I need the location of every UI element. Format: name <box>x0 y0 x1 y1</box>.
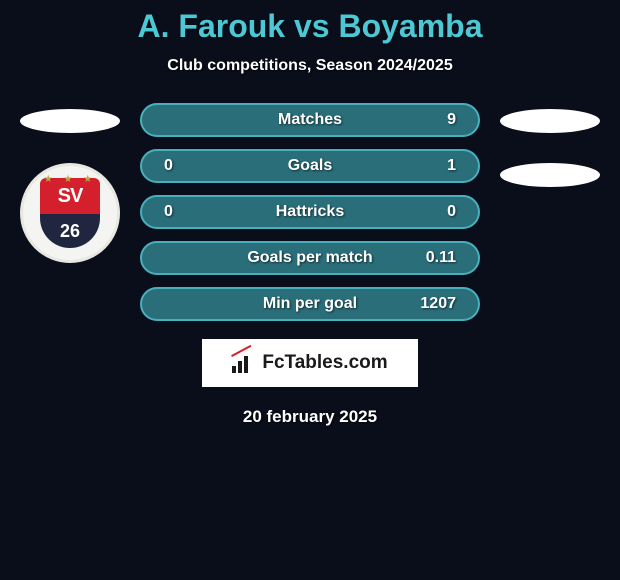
card: A. Farouk vs Boyamba Club competitions, … <box>0 0 620 427</box>
crest-stars-icon: ★ ★ ★ <box>40 174 100 185</box>
stat-row-goals: 0 Goals 1 <box>140 149 480 183</box>
stat-row-goals-per-match: Goals per match 0.11 <box>140 241 480 275</box>
player-photo-placeholder <box>500 109 600 133</box>
right-column <box>500 103 600 187</box>
club-crest: ★ ★ ★ SV 26 <box>20 163 120 263</box>
stat-label: Hattricks <box>142 203 478 221</box>
stat-label: Goals <box>142 157 478 175</box>
page-title: A. Farouk vs Boyamba <box>0 8 620 45</box>
date-text: 20 february 2025 <box>0 407 620 427</box>
stat-label: Goals per match <box>142 249 478 267</box>
player-photo-placeholder <box>20 109 120 133</box>
stat-label: Min per goal <box>142 295 478 313</box>
subtitle: Club competitions, Season 2024/2025 <box>0 57 620 75</box>
stat-label: Matches <box>142 111 478 129</box>
crest-bottom-text: 26 <box>40 214 100 248</box>
left-column: ★ ★ ★ SV 26 <box>20 103 120 263</box>
stat-row-hattricks: 0 Hattricks 0 <box>140 195 480 229</box>
brand-text: FcTables.com <box>262 352 387 374</box>
brand-badge: FcTables.com <box>202 339 418 387</box>
club-crest-placeholder <box>500 163 600 187</box>
stat-row-matches: Matches 9 <box>140 103 480 137</box>
stats-column: Matches 9 0 Goals 1 0 Hattricks 0 Goals … <box>140 103 480 321</box>
stat-row-min-per-goal: Min per goal 1207 <box>140 287 480 321</box>
brand-chart-icon <box>232 353 256 373</box>
content-row: ★ ★ ★ SV 26 Matches 9 0 Goals 1 0 Hattri… <box>0 103 620 321</box>
